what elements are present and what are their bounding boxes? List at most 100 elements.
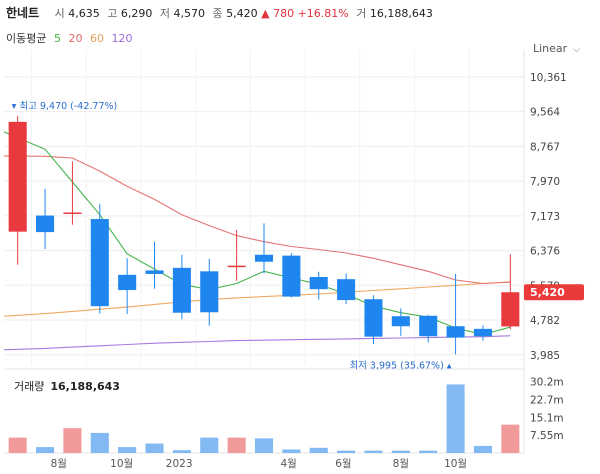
- chevron-down-icon: ⌵: [573, 45, 580, 55]
- volume-bar: [501, 424, 520, 453]
- volume-bar: [282, 449, 301, 453]
- volume-bar: [254, 438, 274, 453]
- moving-average-label: 이동평균: [6, 32, 47, 45]
- moving-average-legend[interactable]: 이동평균 5 20 60 120: [6, 30, 136, 46]
- candle: [309, 271, 328, 300]
- candle: [254, 223, 274, 274]
- candle-body: [36, 215, 55, 233]
- candle: [446, 273, 465, 355]
- high-marker-label: ▾ 최고 9,470 (-42.77%): [12, 101, 118, 112]
- candle: [36, 188, 55, 250]
- stock-name: 한네트: [6, 6, 40, 20]
- time-tick-label: 8월: [393, 458, 409, 470]
- volume-bar: [90, 432, 109, 453]
- candle-body: [200, 271, 219, 313]
- scale-label: Linear: [532, 42, 568, 55]
- time-tick-label: 6월: [335, 458, 351, 470]
- volume-bar: [309, 447, 328, 453]
- price-tick-label: 3,985: [530, 350, 560, 362]
- extreme-markers: ▾ 최고 9,470 (-42.77%) 최저 3,995 (35.67%) ▴: [12, 101, 452, 372]
- open-label: 시: [54, 7, 65, 20]
- volume-bar: [200, 437, 219, 453]
- candle: [8, 115, 27, 265]
- candle-body: [90, 219, 109, 307]
- candle-body: [473, 328, 492, 337]
- candle-body: [309, 276, 328, 290]
- current-price-badge: [524, 284, 584, 301]
- price-tick-label: 7,970: [530, 176, 560, 188]
- price-tick-label: 8,767: [530, 141, 560, 153]
- volume-bar: [364, 450, 383, 453]
- current-price-label: 5,420: [530, 286, 565, 299]
- time-tick-label: 4월: [280, 458, 296, 470]
- close-label: 종: [212, 7, 223, 20]
- candle-body: [254, 254, 274, 262]
- open-value: 4,635: [68, 7, 100, 20]
- ma60-legend[interactable]: 60: [89, 32, 104, 45]
- change-percent: +16.81%: [297, 7, 349, 20]
- candle: [419, 314, 438, 343]
- candle-body: [419, 315, 438, 337]
- ma60-line: [3, 281, 511, 317]
- candle-body: [282, 255, 301, 297]
- volume-bar: [473, 445, 492, 453]
- volume-title: 거래량: [14, 380, 45, 393]
- candle: [473, 325, 492, 341]
- current-price-tag: 5,420: [524, 284, 584, 301]
- candle-body: [364, 299, 383, 337]
- scale-selector[interactable]: Linear ⌵: [533, 42, 580, 55]
- price-tick-label: 7,173: [530, 211, 560, 223]
- candle: [227, 229, 246, 281]
- volume-tick-label: 7.55m: [530, 430, 564, 442]
- volume-bar: [446, 384, 465, 453]
- quote-header: 한네트 시 4,635 고 6,290 저 4,570 종 5,420 ▲ 78…: [6, 6, 433, 21]
- volume-tick-label: 30.2m: [530, 377, 564, 389]
- volume-bar: [8, 437, 27, 453]
- price-tick-label: 4,782: [530, 315, 560, 327]
- candle-body: [446, 326, 465, 338]
- candle: [364, 295, 383, 345]
- volume-bars: [8, 384, 520, 453]
- volume-value: 16,188,643: [369, 7, 433, 20]
- low-value: 4,570: [173, 7, 206, 20]
- price-tick-label: 9,564: [530, 107, 560, 119]
- candle: [391, 308, 410, 336]
- time-tick-label: 2023: [166, 458, 193, 470]
- volume-bar: [63, 428, 82, 453]
- volume-bar: [36, 447, 55, 453]
- price-axis: 10,3619,5648,7677,9707,1736,3765,5794,78…: [524, 72, 584, 362]
- time-tick-label: 8월: [51, 458, 67, 470]
- volume-panel-title: 거래량 16,188,643: [14, 378, 120, 394]
- volume-bar: [145, 443, 164, 453]
- time-axis: 8월 10월 2023 4월 6월 8월 10월: [51, 458, 468, 470]
- ma20-line: [3, 155, 511, 285]
- time-tick-label: 10월: [444, 458, 467, 470]
- candle: [337, 273, 356, 304]
- candle-body: [118, 274, 137, 291]
- time-tick-label: 10월: [110, 458, 133, 470]
- candle: [90, 204, 109, 314]
- volume-bar: [419, 450, 438, 453]
- candle: [282, 253, 301, 298]
- low-marker-label: 최저 3,995 (35.67%) ▴: [349, 360, 451, 371]
- volume-axis: 30.2m 22.7m 15.1m 7.55m: [530, 377, 564, 443]
- high-value: 6,290: [120, 7, 153, 20]
- candle-body: [337, 279, 356, 301]
- candlestick-series: [8, 115, 520, 355]
- ma5-line: [3, 131, 511, 336]
- candle: [501, 254, 520, 330]
- close-value: 5,420: [226, 7, 258, 20]
- ma20-legend[interactable]: 20: [68, 32, 83, 45]
- candle-body: [145, 270, 164, 274]
- candle: [172, 254, 191, 320]
- ma5-legend[interactable]: 5: [53, 32, 61, 45]
- price-tick-label: 6,376: [530, 246, 560, 258]
- candle: [200, 258, 219, 326]
- candle-body: [227, 265, 246, 268]
- candle-body: [8, 121, 27, 232]
- volume-bar: [337, 450, 356, 453]
- volume-bar: [118, 447, 137, 453]
- ma120-legend[interactable]: 120: [111, 32, 133, 45]
- candle-body: [63, 212, 82, 214]
